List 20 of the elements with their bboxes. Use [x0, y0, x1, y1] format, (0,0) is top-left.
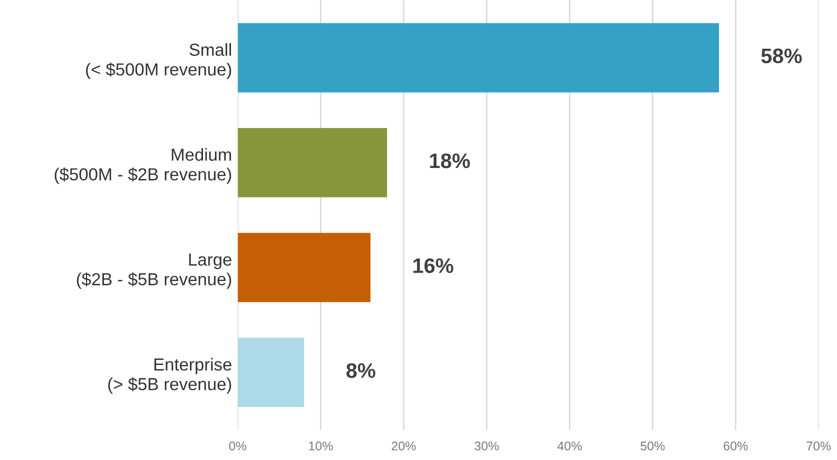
x-tick-label: 10%	[309, 442, 333, 450]
data-label: 18%	[430, 153, 470, 168]
bar	[238, 128, 388, 198]
data-label: 58%	[761, 48, 802, 64]
y-tick-label: Enterprise (> $5B revenue)	[108, 358, 232, 394]
x-tick-label: 20%	[392, 442, 416, 450]
y-tick-label: Large ($2B - $5B revenue)	[76, 254, 232, 289]
y-tick-label: Medium ($500M - $2B revenue)	[54, 148, 232, 184]
bar	[238, 23, 720, 92]
x-tick-label: 40%	[557, 442, 582, 450]
x-tick-label: 50%	[640, 442, 665, 450]
x-tick-label: 30%	[474, 442, 499, 450]
x-tick-label: 0%	[229, 442, 246, 450]
x-tick-label: 60%	[724, 442, 748, 450]
data-label: 16%	[413, 258, 454, 274]
bar	[238, 232, 370, 302]
y-tick-label: Small (< $500M revenue)	[86, 43, 232, 80]
data-label: 8%	[346, 363, 376, 378]
x-tick-label: 70%	[806, 442, 831, 450]
bar	[238, 338, 304, 408]
